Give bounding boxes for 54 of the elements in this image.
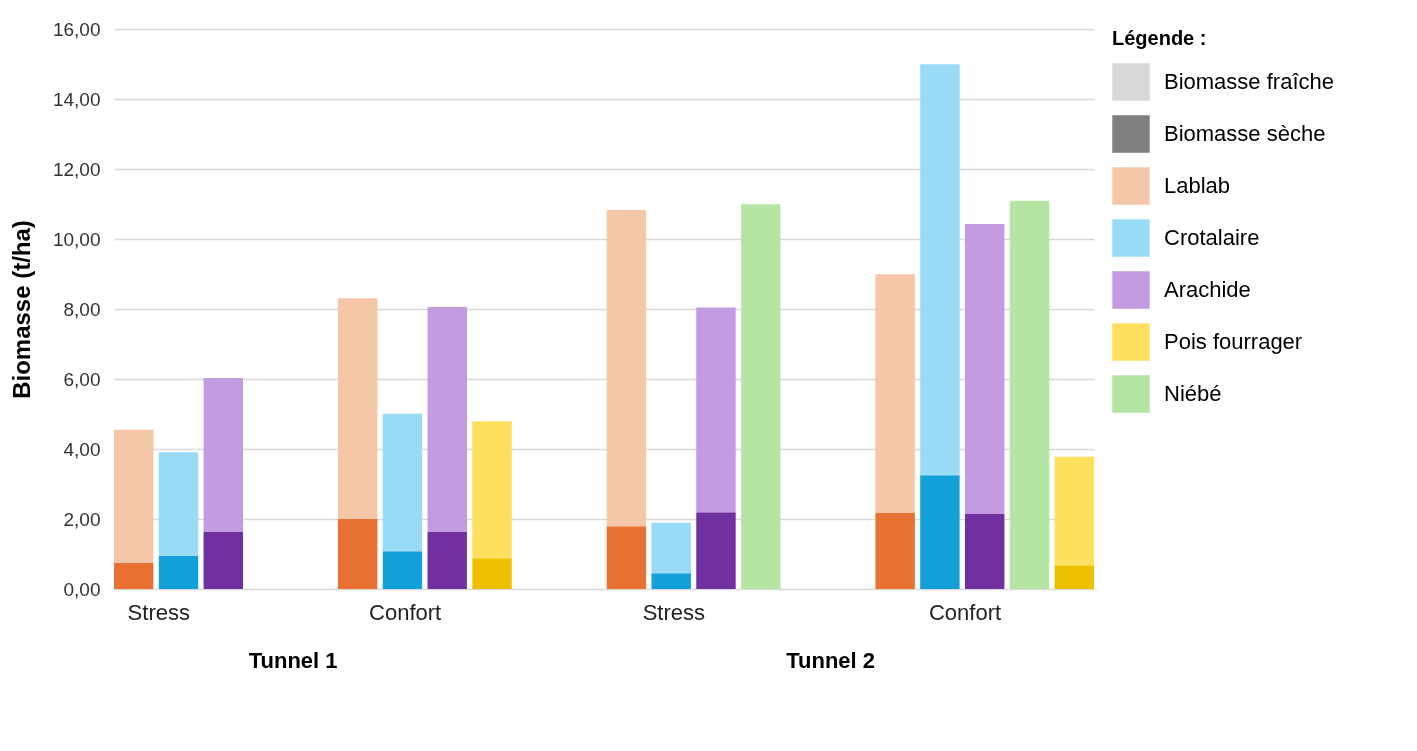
y-tick-label: 14,00 [52,88,101,110]
y-tick-label: 8,00 [63,298,101,320]
y-tick-label: 12,00 [52,158,101,180]
legend-label: Crotalaire [1164,225,1260,250]
bar [114,429,154,564]
bar [696,512,736,589]
bar [114,563,154,589]
bar [651,522,691,574]
text: Stress [127,600,190,625]
bar [203,377,243,532]
bar [472,558,512,589]
legend-label: Lablab [1164,173,1231,198]
bar [203,531,243,589]
y-tick-label: 0,00 [63,578,101,600]
bar [1009,200,1050,589]
legend-label: Biomasse sèche [1164,121,1326,146]
bar [875,513,915,589]
bar [382,551,423,589]
bar [965,223,1005,515]
bar [158,556,199,589]
bar [741,204,781,589]
y-tick-label: 16,00 [52,18,101,40]
bar [651,573,691,589]
legend-label: Niébé [1164,381,1222,406]
text: Stress [642,600,706,625]
bar [606,209,647,527]
bar [427,531,467,589]
legend-label: Arachide [1164,277,1251,302]
legend-title: Légende : [1112,27,1207,49]
text: Confort [928,600,1002,625]
bar [337,519,378,589]
bar [606,526,647,589]
y-tick-label: 4,00 [63,438,101,460]
y-axis-title: Biomasse (t/ha) [7,220,35,399]
bar [696,307,736,513]
bar [158,452,199,557]
text: Tunnel 1 [248,648,338,673]
bar [337,298,378,519]
y-tick-label: 2,00 [63,508,101,530]
bar [1054,456,1094,566]
text: Confort [369,600,442,625]
bar [965,514,1005,589]
bar [427,306,467,532]
text: Tunnel 2 [786,648,876,673]
bar [920,64,960,476]
legend-label: Pois fourrager [1164,329,1303,354]
bar [1054,565,1094,589]
y-tick-label: 6,00 [63,368,101,390]
legend-label: Biomasse fraîche [1164,69,1334,94]
bar [382,413,423,552]
bar [920,475,960,589]
bar [472,421,512,559]
y-tick-label: 10,00 [52,228,101,250]
bar [875,274,915,514]
